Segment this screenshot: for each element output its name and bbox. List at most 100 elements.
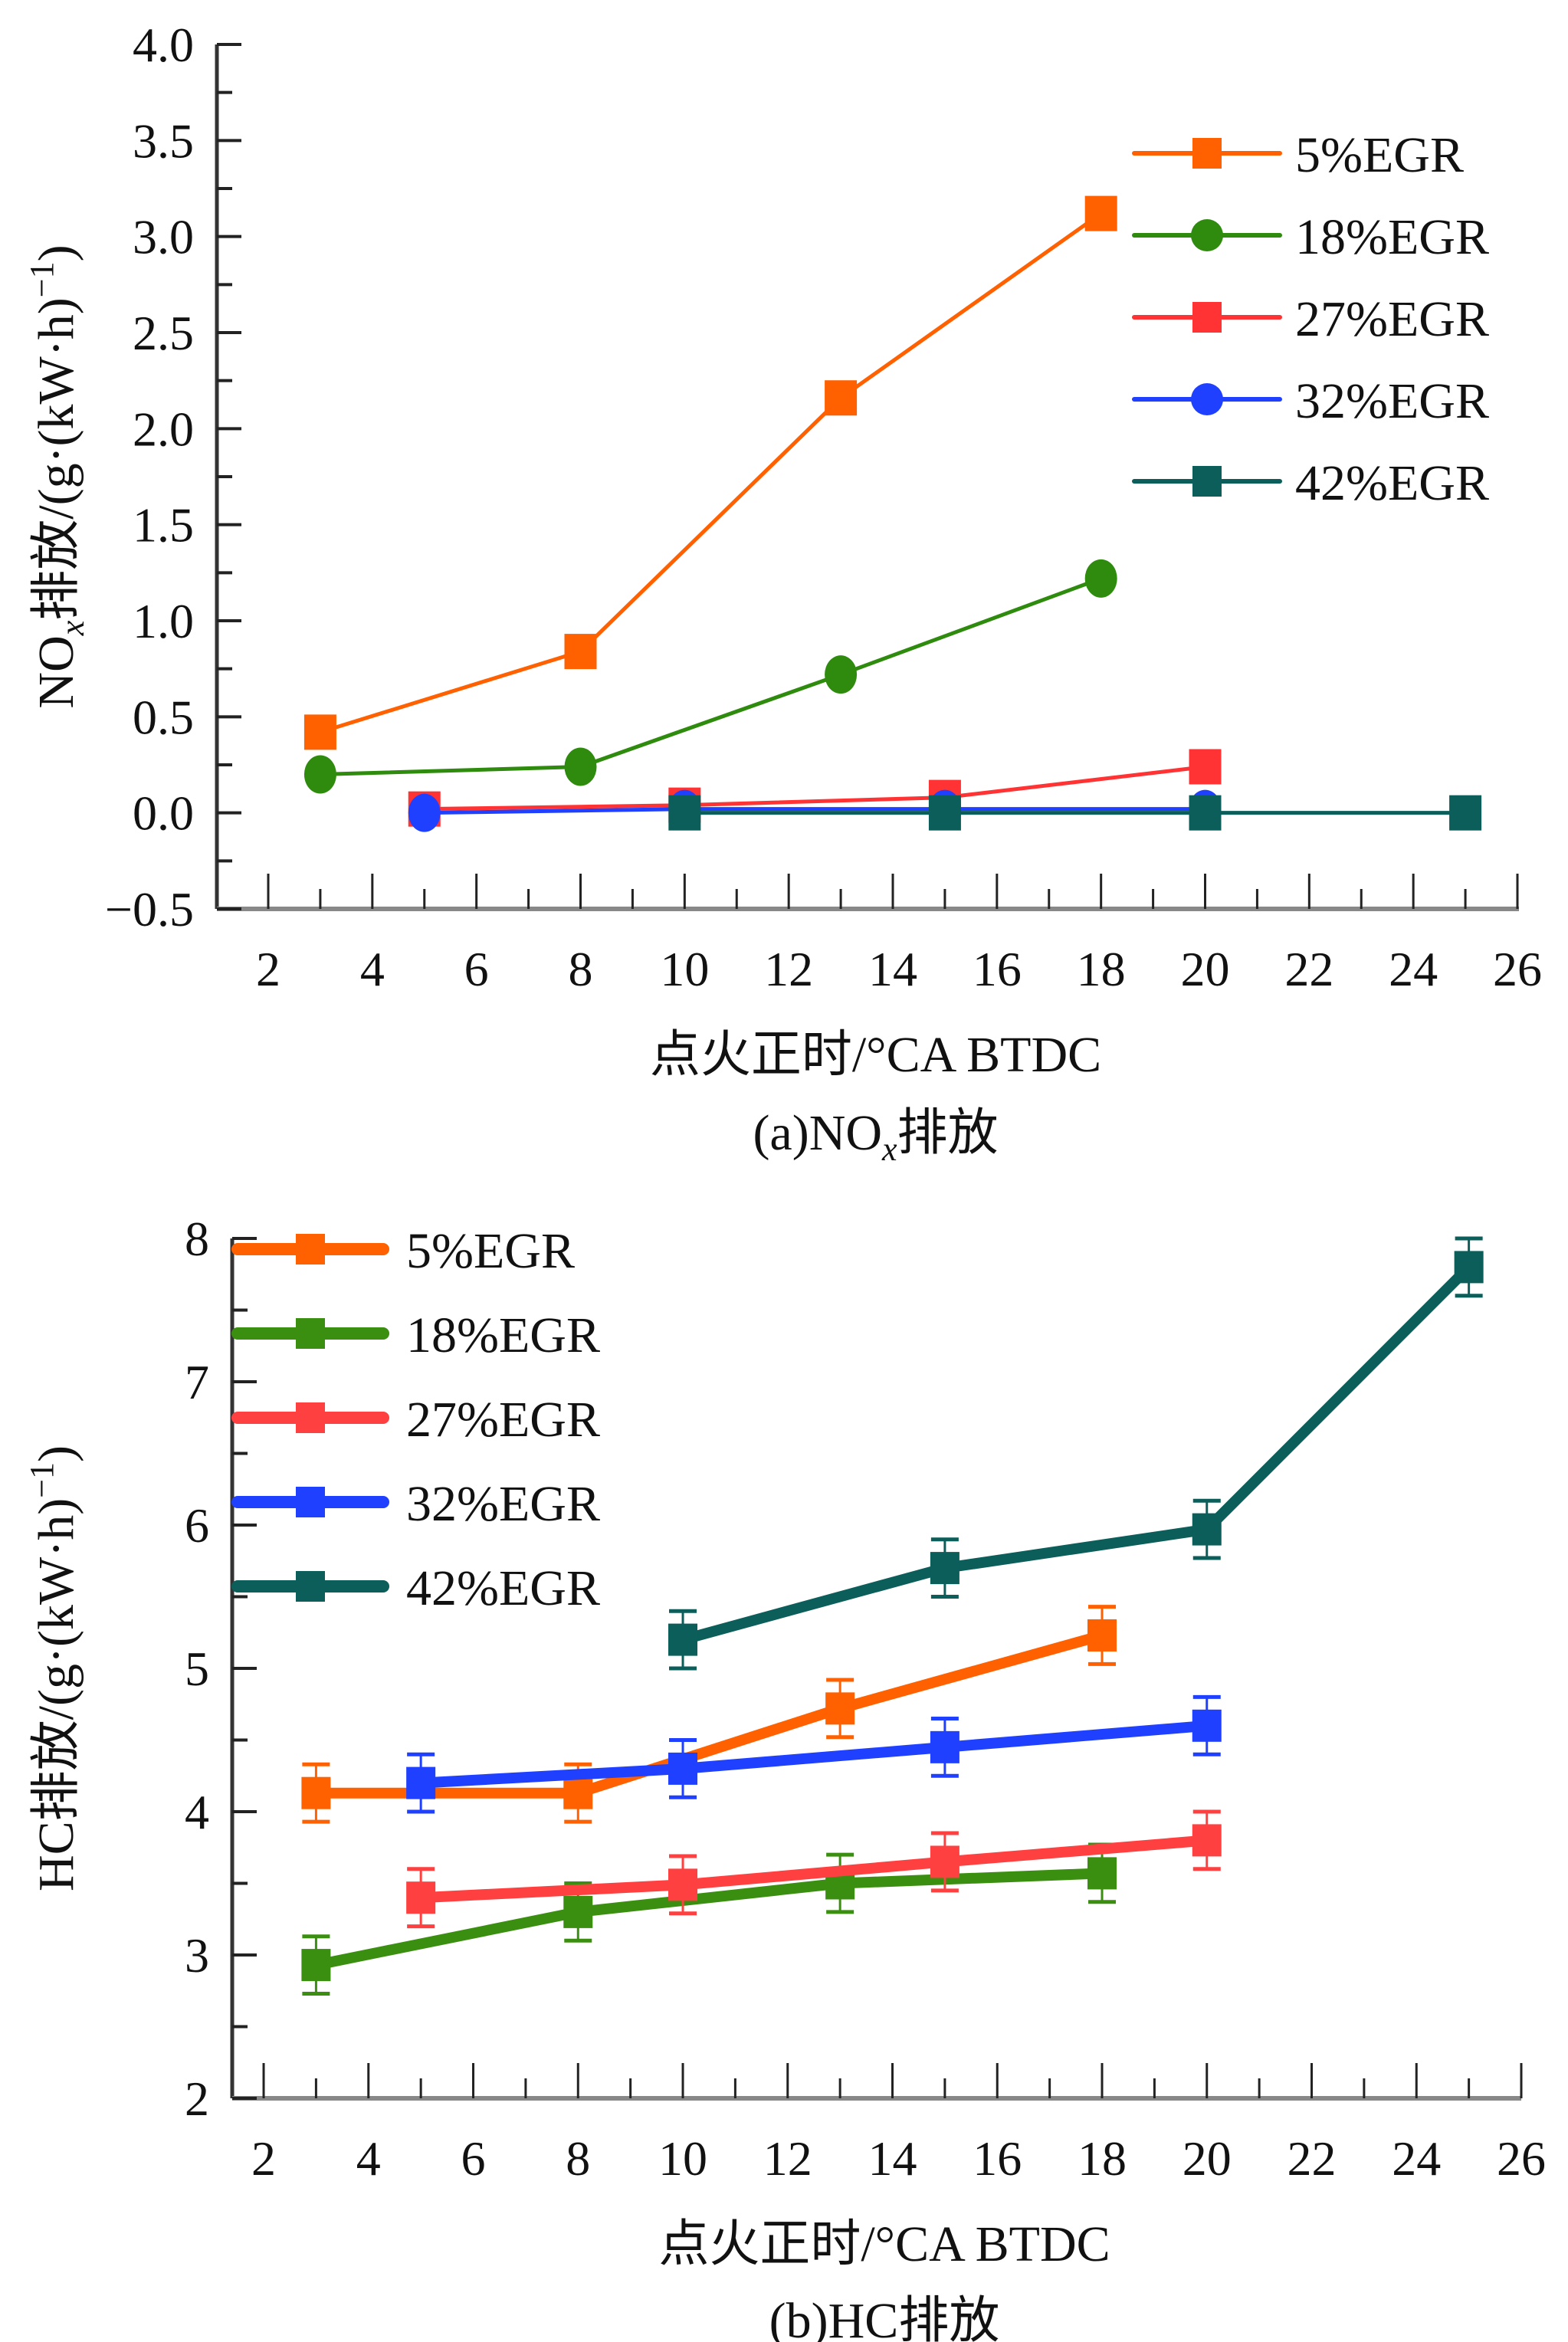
legend-marker	[1192, 466, 1222, 497]
legend-item: 42%EGR	[231, 1560, 600, 1616]
y-tick-label: 4	[185, 1785, 209, 1839]
legend: 5%EGR 18%EGR 27%EGR 32%EGR 42%EGR	[231, 1223, 600, 1616]
y-axis-title: NOx排放/(g·(kW·h)−1)	[23, 244, 91, 708]
x-tick-label: 6	[464, 942, 489, 996]
data-point	[1189, 749, 1222, 785]
figure-caption: (b)HC排放	[769, 2293, 1000, 2342]
series-5pct-egr	[301, 1605, 1117, 1824]
data-point	[1454, 1251, 1484, 1284]
y-tick-label: 5	[185, 1642, 209, 1696]
data-point	[668, 1752, 698, 1785]
legend-label: 27%EGR	[406, 1392, 600, 1448]
y-tick-label: 1.0	[133, 594, 194, 648]
data-point	[1087, 1619, 1117, 1652]
x-axis-title: 点火正时/°CA BTDC	[650, 1027, 1101, 1083]
data-point	[825, 1692, 855, 1725]
series-42pct-egr	[668, 795, 1482, 831]
data-point	[1192, 1824, 1222, 1857]
data-point	[668, 1868, 698, 1901]
legend-label: 18%EGR	[406, 1307, 600, 1363]
x-tick-label: 14	[868, 942, 917, 996]
y-tick-label: 3.5	[133, 113, 194, 168]
data-point	[301, 1776, 331, 1809]
y-tick-label: 8	[185, 1212, 209, 1266]
x-tick-label: 12	[763, 2131, 812, 2186]
x-tick-label: 18	[1077, 942, 1126, 996]
data-point	[825, 655, 858, 694]
series-line	[420, 1835, 1208, 1904]
series-42pct-egr	[668, 1236, 1484, 1671]
series-line	[424, 765, 1206, 812]
legend-marker	[1192, 302, 1222, 333]
series-line	[320, 576, 1102, 777]
y-tick-label: −0.5	[105, 882, 194, 936]
data-point	[1084, 559, 1117, 598]
x-tick-label: 10	[660, 942, 709, 996]
data-point	[563, 1776, 593, 1809]
legend-marker	[296, 1487, 325, 1517]
y-tick-label: 1.5	[133, 498, 194, 553]
data-point	[1449, 795, 1482, 831]
data-point	[1189, 795, 1222, 831]
x-tick-label: 20	[1181, 942, 1230, 996]
data-point	[1192, 1513, 1222, 1546]
data-point	[303, 755, 336, 794]
y-tick-label: 7	[185, 1355, 209, 1409]
y-tick-label: 3	[185, 1928, 209, 1983]
series-27pct-egr	[406, 1809, 1222, 1929]
x-tick-label: 16	[973, 942, 1022, 996]
y-axis-title: HC排放/(g·(kW·h)−1)	[23, 1445, 84, 1891]
legend-label: 32%EGR	[1295, 373, 1489, 429]
y-tick-label: 6	[185, 1498, 209, 1553]
x-tick-label: 2	[256, 942, 280, 996]
data-point	[563, 1895, 593, 1928]
data-point	[930, 1552, 959, 1585]
data-point	[406, 1881, 436, 1914]
data-point	[668, 795, 701, 831]
data-point	[303, 714, 336, 750]
legend-item: 42%EGR	[1132, 455, 1489, 511]
legend-marker	[296, 1318, 325, 1349]
data-point	[668, 1623, 698, 1656]
legend-marker	[1191, 219, 1223, 251]
data-point	[1084, 195, 1117, 231]
x-tick-label: 18	[1078, 2131, 1127, 2186]
y-tick-label: 0.0	[133, 786, 194, 841]
x-tick-label: 4	[356, 2131, 381, 2186]
x-tick-label: 24	[1392, 2131, 1441, 2186]
x-tick-label: 8	[569, 942, 593, 996]
series-27pct-egr	[408, 749, 1222, 827]
data-point	[825, 380, 858, 416]
series-5pct-egr	[303, 195, 1117, 750]
legend-marker	[1191, 383, 1223, 415]
legend-label: 42%EGR	[406, 1560, 600, 1616]
data-point	[930, 1845, 959, 1878]
data-point	[564, 634, 597, 670]
y-tick-label: 4.0	[133, 18, 194, 72]
legend-label: 5%EGR	[406, 1223, 575, 1279]
figure-caption: (a)NOx排放	[753, 1105, 998, 1168]
y-tick-label: 2	[185, 2071, 209, 2126]
x-tick-label: 8	[566, 2131, 590, 2186]
data-point	[301, 1949, 331, 1982]
data-point	[930, 1730, 959, 1763]
series-32pct-egr	[408, 789, 1222, 832]
x-tick-label: 22	[1284, 942, 1333, 996]
x-tick-label: 24	[1389, 942, 1438, 996]
x-tick-label: 12	[764, 942, 813, 996]
series-line	[320, 212, 1103, 734]
y-tick-label: 0.5	[133, 690, 194, 744]
legend-item: 5%EGR	[231, 1223, 575, 1279]
x-tick-label: 6	[461, 2131, 486, 2186]
legend-item: 27%EGR	[1132, 291, 1489, 347]
x-tick-label: 16	[973, 2131, 1022, 2186]
data-point	[406, 1766, 436, 1799]
x-tick-label: 10	[658, 2131, 707, 2186]
x-tick-label: 26	[1493, 942, 1542, 996]
legend-item: 32%EGR	[231, 1476, 600, 1532]
x-tick-label: 2	[251, 2131, 276, 2186]
x-tick-label: 20	[1183, 2131, 1232, 2186]
legend-label: 32%EGR	[406, 1476, 600, 1532]
data-point	[564, 747, 597, 786]
series-line	[681, 1263, 1473, 1645]
